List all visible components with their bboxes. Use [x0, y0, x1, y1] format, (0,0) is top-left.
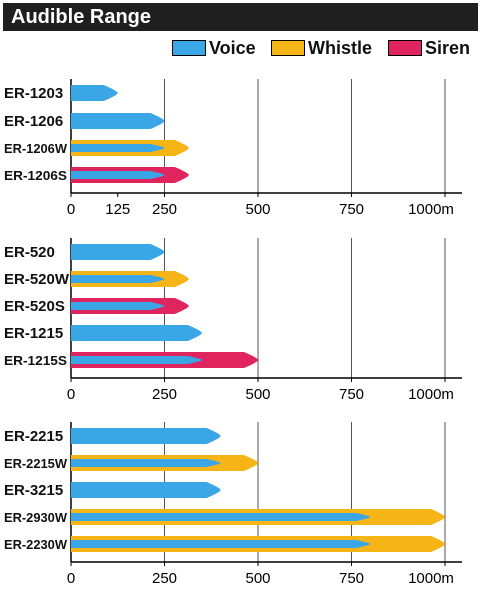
- bar-voice: [71, 513, 371, 521]
- category-label: ER-1206S: [4, 168, 67, 183]
- category-label: ER-1206W: [4, 141, 68, 156]
- legend-label-siren: Siren: [425, 38, 471, 58]
- x-tick-label: 750: [339, 201, 364, 218]
- legend-label-whistle: Whistle: [308, 38, 373, 58]
- category-label: ER-1203: [4, 85, 63, 102]
- legend-label-voice: Voice: [209, 38, 256, 58]
- bar-voice: [71, 302, 165, 310]
- x-tick-label: 500: [245, 386, 270, 403]
- category-label: ER-2215W: [4, 456, 68, 471]
- x-tick-label: 0: [67, 386, 75, 403]
- bar-voice: [71, 113, 165, 129]
- legend-swatch-whistle: [271, 40, 305, 56]
- bar-voice: [71, 144, 165, 152]
- x-tick-label: 0: [67, 570, 75, 587]
- bar-voice: [71, 275, 165, 283]
- x-tick-label: 1000m: [408, 570, 454, 587]
- category-label: ER-1206: [4, 113, 63, 130]
- chart-title-bar: Audible Range: [3, 3, 478, 31]
- legend-swatch-voice: [172, 40, 206, 56]
- category-label: ER-2230W: [4, 537, 68, 552]
- x-tick-label: 500: [245, 201, 270, 218]
- category-label: ER-520W: [4, 271, 70, 288]
- legend: Voice Whistle Siren: [0, 37, 484, 61]
- x-tick-label: 750: [339, 570, 364, 587]
- category-label: ER-1215S: [4, 353, 67, 368]
- x-tick-label: 250: [152, 386, 177, 403]
- x-tick-label: 1000m: [408, 201, 454, 218]
- legend-swatch-siren: [388, 40, 422, 56]
- bar-voice: [71, 482, 221, 498]
- category-label: ER-2930W: [4, 510, 68, 525]
- bar-voice: [71, 428, 221, 444]
- bar-voice: [71, 540, 371, 548]
- x-tick-label: 125: [105, 201, 130, 218]
- category-label: ER-2215: [4, 428, 63, 445]
- category-label: ER-520S: [4, 298, 65, 315]
- bar-voice: [71, 171, 165, 179]
- bar-voice: [71, 244, 165, 260]
- category-label: ER-1215: [4, 325, 63, 342]
- category-label: ER-520: [4, 244, 55, 261]
- x-tick-label: 750: [339, 386, 364, 403]
- bar-voice: [71, 459, 221, 467]
- bar-voice: [71, 325, 202, 341]
- x-tick-label: 1000m: [408, 386, 454, 403]
- bar-voice: [71, 356, 202, 364]
- x-tick-label: 0: [67, 201, 75, 218]
- x-tick-label: 250: [152, 570, 177, 587]
- chart-title: Audible Range: [11, 6, 152, 28]
- category-label: ER-3215: [4, 482, 63, 499]
- x-tick-label: 250: [152, 201, 177, 218]
- bar-voice: [71, 85, 118, 101]
- x-tick-label: 500: [245, 570, 270, 587]
